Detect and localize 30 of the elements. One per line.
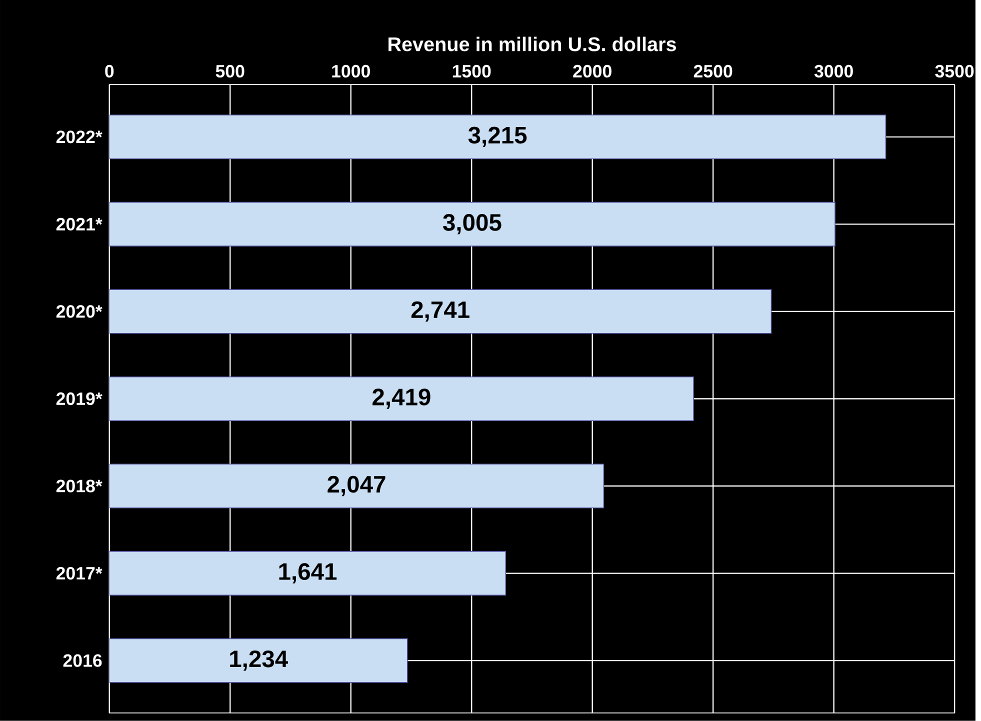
x-tick-label: 3500 [935,64,974,78]
bar [109,464,604,508]
y-tick-label: 2019* [56,392,102,406]
data-label: 3,005 [443,214,502,234]
y-tick-label: 2021* [56,218,102,231]
y-tick-label: 2016 [63,654,102,667]
y-tick-label: 2018* [56,480,102,492]
data-label: 2,047 [328,476,386,496]
y-tick-label: 2017* [56,567,102,580]
data-label: 1,234 [230,650,288,671]
data-label: 2,419 [372,388,430,409]
data-label: 2,741 [411,301,470,322]
x-axis-title: Revenue in million U.S. dollars [388,36,676,52]
x-tick-label: 2000 [573,64,612,78]
data-label: 1,641 [279,563,337,584]
x-tick-label: 0 [105,64,114,78]
bar [109,638,408,683]
y-tick-label: 2022* [56,130,102,144]
x-tick-label: 2500 [694,64,732,78]
bar [109,376,694,422]
bar [109,114,886,160]
y-tick-label: 2020* [56,305,102,318]
x-tick-label: 500 [216,64,244,78]
data-label: 3,215 [468,126,527,148]
x-tick-label: 3000 [814,64,853,78]
x-tick-label: 1500 [452,64,491,78]
bar [109,202,836,246]
bar [109,551,506,596]
bar [109,289,772,334]
x-tick-label: 1000 [332,64,370,78]
